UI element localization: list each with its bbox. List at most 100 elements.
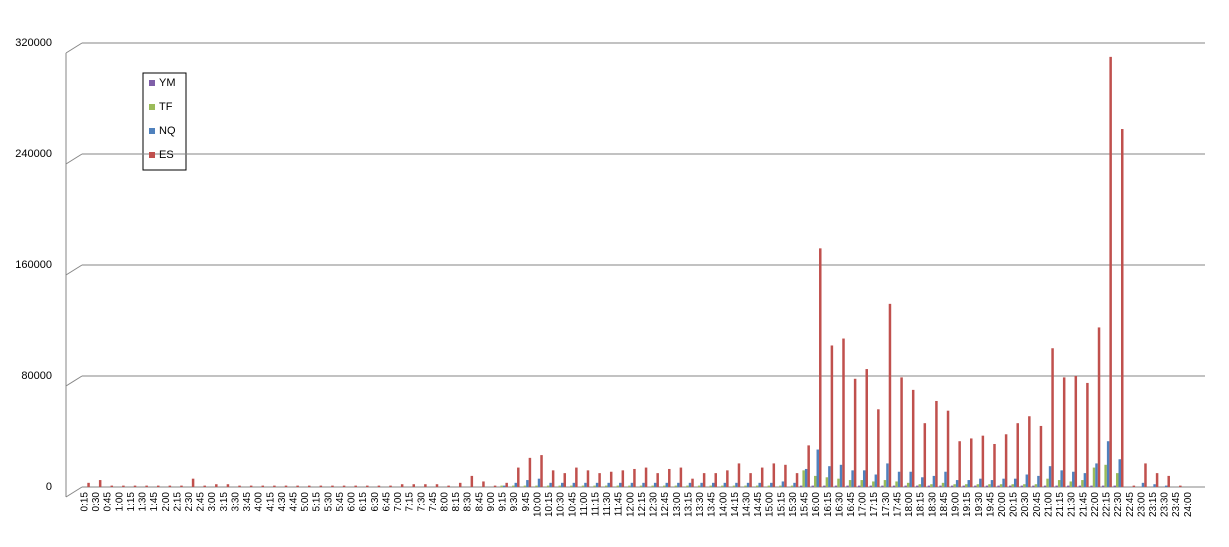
x-tick-label: 14:15 (730, 492, 741, 517)
bar (1116, 473, 1119, 487)
bar (981, 435, 985, 487)
grid-line-side (65, 153, 83, 165)
bar (1013, 478, 1017, 487)
x-tick-label: 21:15 (1055, 492, 1066, 517)
bar (505, 482, 508, 487)
bar (932, 475, 936, 487)
bar (595, 482, 599, 487)
bar (156, 485, 160, 487)
bar (551, 470, 555, 487)
x-tick-label: 2:30 (184, 492, 195, 512)
bar (1101, 485, 1105, 487)
bar (331, 485, 334, 487)
bar (839, 464, 843, 487)
bar (825, 477, 829, 487)
bar (946, 410, 950, 487)
x-tick-label: 15:30 (788, 492, 799, 517)
bar (1034, 484, 1038, 487)
x-tick-label: 0:45 (103, 492, 114, 512)
bar (862, 470, 866, 487)
bar (663, 485, 666, 487)
x-tick-label: 16:45 (846, 492, 857, 517)
x-tick-label: 7:30 (416, 492, 427, 512)
x-tick-label: 22:30 (1113, 492, 1124, 517)
bar (988, 484, 991, 487)
x-tick-label: 23:45 (1171, 492, 1182, 517)
bar (1106, 441, 1110, 487)
x-tick-label: 3:30 (230, 492, 241, 512)
bar (1046, 478, 1049, 487)
x-tick-label: 18:30 (927, 492, 938, 517)
bar (1090, 485, 1093, 487)
bar (389, 485, 392, 487)
bar (881, 485, 884, 487)
x-tick-label: 17:00 (858, 492, 869, 517)
bar (999, 484, 1003, 487)
x-tick-label: 3:45 (242, 492, 253, 512)
bar (656, 473, 659, 487)
x-tick-label: 1:30 (138, 492, 149, 512)
bar (823, 485, 826, 487)
bar (872, 481, 875, 487)
x-tick-label: 17:15 (869, 492, 880, 517)
x-tick-label: 12:15 (637, 492, 648, 517)
bar (633, 468, 636, 487)
bar (284, 485, 288, 487)
bar (1121, 129, 1124, 487)
bar (628, 485, 631, 487)
bar (846, 485, 849, 487)
bar (238, 485, 241, 487)
bar (1060, 470, 1063, 487)
bar (261, 485, 265, 487)
bar (1132, 485, 1136, 487)
bar (990, 480, 994, 487)
bar (1081, 480, 1084, 487)
x-tick-label: 14:00 (718, 492, 729, 517)
bar (883, 480, 887, 487)
bar (814, 475, 817, 487)
bar (514, 482, 518, 487)
x-tick-label: 6:30 (370, 492, 381, 512)
bar (906, 482, 910, 487)
bar (962, 485, 966, 487)
bar (1144, 463, 1147, 487)
x-tick-label: 20:45 (1032, 492, 1043, 517)
bar (307, 485, 311, 487)
y-tick-label: 80000 (21, 370, 52, 382)
legend-swatch (149, 128, 155, 134)
legend-label: YM (159, 77, 176, 89)
x-tick-label: 15:00 (765, 492, 776, 517)
x-tick-label: 24:00 (1183, 492, 1194, 517)
bar (203, 485, 206, 487)
bar (424, 484, 427, 487)
bar (807, 445, 810, 487)
x-tick-label: 10:00 (532, 492, 543, 517)
x-tick-label: 9:30 (509, 492, 520, 512)
bar (546, 485, 550, 487)
bar (1078, 485, 1082, 487)
bar (342, 485, 346, 487)
x-tick-label: 22:15 (1102, 492, 1113, 517)
bar (921, 477, 924, 487)
x-tick-label: 11:30 (602, 492, 613, 517)
bar (1141, 482, 1145, 487)
bar (865, 369, 868, 487)
bar (869, 485, 873, 487)
bar (512, 485, 515, 487)
bar (1043, 485, 1047, 487)
bar (819, 248, 822, 487)
bar (523, 485, 527, 487)
x-tick-label: 9:00 (486, 492, 497, 512)
y-tick-label: 240000 (15, 148, 52, 160)
bar (686, 485, 689, 487)
bar (549, 482, 552, 487)
x-tick-label: 12:45 (660, 492, 671, 517)
bar (950, 485, 954, 487)
x-tick-label: 4:45 (289, 492, 300, 512)
legend-label: ES (159, 149, 174, 161)
x-tick-label: 5:30 (323, 492, 334, 512)
x-tick-label: 18:15 (916, 492, 927, 517)
x-tick-label: 8:30 (463, 492, 474, 512)
bar (273, 485, 276, 487)
bar (1055, 485, 1058, 487)
